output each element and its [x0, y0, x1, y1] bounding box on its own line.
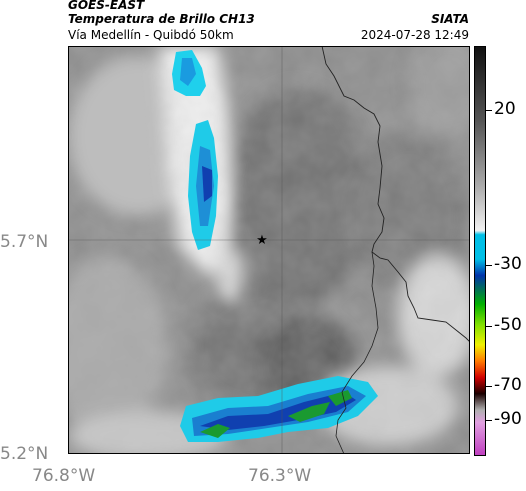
colorbar-tick	[486, 265, 492, 266]
colorbar-label: -70	[494, 375, 522, 395]
satellite-title: GOES-EAST	[68, 0, 145, 12]
x-tick-label: 76.3°W	[248, 466, 312, 486]
datetime-label: 2024-07-28 12:49	[360, 28, 469, 42]
texture-overlay	[68, 46, 470, 454]
cold-cloud-central	[188, 120, 218, 250]
colorbar-label: -50	[494, 315, 522, 335]
cold-cloud-south	[180, 376, 378, 442]
route-subtitle: Vía Medellín - Quibdó 50km	[68, 28, 234, 42]
colorbar-tick	[486, 326, 492, 327]
satellite-map[interactable]: ★	[68, 46, 470, 454]
colorbar-label: 20	[494, 99, 516, 119]
colorbar	[474, 46, 486, 456]
colorbar-tick	[486, 420, 492, 421]
product-title: Temperatura de Brillo CH13	[68, 12, 255, 26]
brand-label: SIATA	[431, 12, 469, 26]
y-tick-label: 5.2°N	[0, 444, 49, 464]
y-tick-label: 5.7°N	[0, 232, 49, 252]
cold-cloud-north	[172, 50, 206, 96]
star-icon: ★	[256, 233, 268, 248]
colorbar-tick	[486, 110, 492, 111]
municipal-border	[335, 251, 379, 454]
colorbar-label: -90	[494, 409, 522, 429]
x-tick-label: 76.8°W	[32, 466, 96, 486]
colorbar-tick	[486, 386, 492, 387]
department-border	[321, 46, 470, 343]
colorbar-label: -30	[494, 254, 522, 274]
